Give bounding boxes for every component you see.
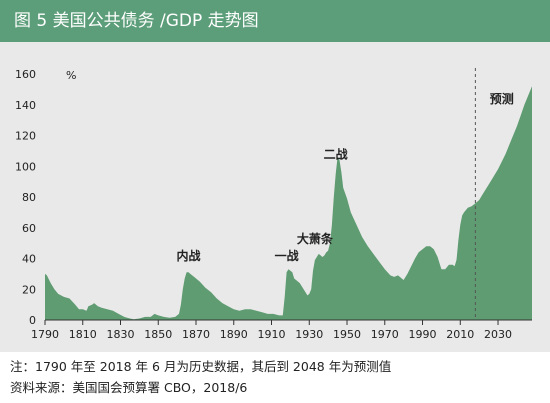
y-tick-label: 160	[15, 68, 36, 81]
x-tick-label: 1830	[107, 328, 135, 341]
x-tick-label: 1970	[371, 328, 399, 341]
y-tick-label: 120	[15, 130, 36, 143]
chart-annotation: 一战	[275, 248, 299, 263]
debt-gdp-chart: 0 20 40 60 80 100 120 140 160 % 1790 1810 1830 1850…	[15, 68, 532, 341]
chart-panel: 0 20 40 60 80 100 120 140 160 % 1790 1810 1830 1850…	[0, 42, 550, 352]
x-tick-label: 1990	[409, 328, 437, 341]
debt-area-series	[45, 86, 532, 320]
y-axis-unit-label: %	[66, 69, 76, 82]
y-tick-label: 80	[22, 191, 36, 204]
x-tick-label: 2010	[446, 328, 474, 341]
x-tick-label: 1890	[220, 328, 248, 341]
x-tick-label: 1930	[295, 328, 323, 341]
footnotes: 注：1790 年至 2018 年 6 月为历史数据，其后到 2048 年为预测值…	[10, 356, 391, 398]
y-tick-label: 100	[15, 160, 36, 173]
x-tick-label: 1870	[182, 328, 210, 341]
x-tick-label: 1810	[69, 328, 97, 341]
chart-annotation: 大萧条	[297, 231, 334, 246]
chart-annotation: 二战	[324, 147, 348, 162]
y-tick-label: 140	[15, 99, 36, 112]
chart-title: 图 5 美国公共债务 /GDP 走势图	[0, 0, 550, 42]
y-tick-label: 60	[22, 222, 36, 235]
chart-annotation: 预测	[490, 91, 514, 106]
footnote-note: 注：1790 年至 2018 年 6 月为历史数据，其后到 2048 年为预测值	[10, 359, 392, 374]
chart-annotation: 内战	[176, 248, 200, 263]
y-tick-label: 0	[29, 314, 36, 327]
footnote-source: 资料来源：美国国会预算署 CBO，2018/6	[10, 380, 248, 395]
y-tick-label: 40	[22, 253, 36, 266]
x-tick-label: 1790	[31, 328, 59, 341]
x-tick-label: 1950	[333, 328, 361, 341]
x-tick-label: 2030	[484, 328, 512, 341]
x-tick-label: 1910	[258, 328, 286, 341]
y-tick-label: 20	[22, 283, 36, 296]
x-tick-label: 1850	[144, 328, 172, 341]
